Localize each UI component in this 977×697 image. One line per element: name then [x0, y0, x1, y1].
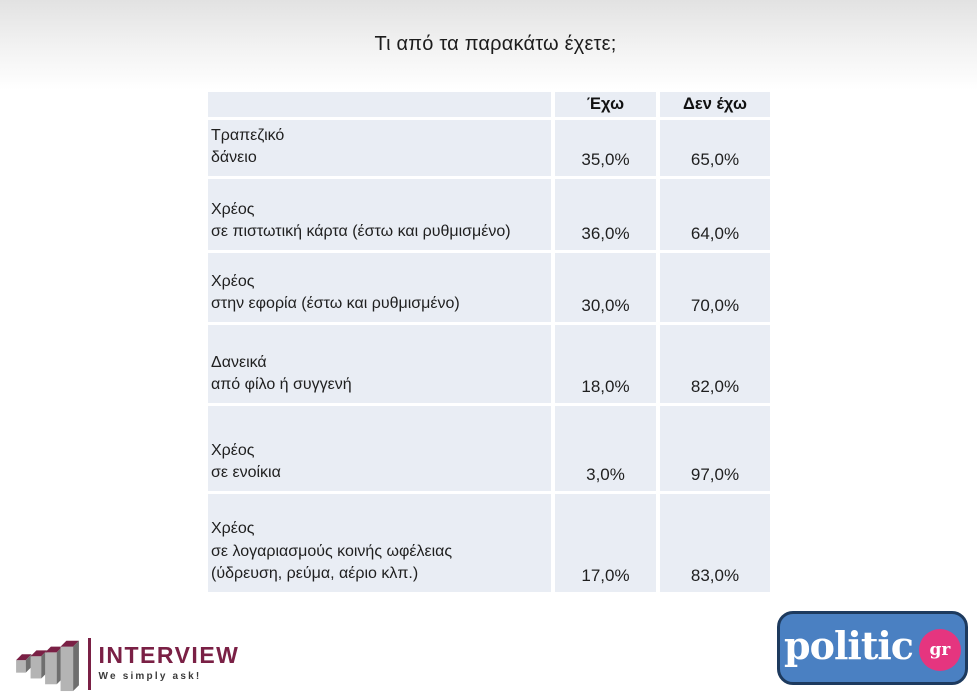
- column-header-not-have: Δεν έχω: [660, 92, 770, 117]
- table-row-label: Δανεικά από φίλο ή συγγενή: [208, 325, 551, 403]
- table-row-value-have: 35,0%: [555, 120, 656, 176]
- gr-badge-label: gr: [929, 639, 951, 660]
- gr-badge: gr: [918, 629, 961, 671]
- politic-wordmark: politic: [784, 623, 914, 668]
- table-row-value-not-have: 64,0%: [660, 179, 770, 250]
- interview-logo: INTERVIEW We simply ask!: [16, 628, 239, 692]
- table-row-value-have: 3,0%: [555, 406, 656, 491]
- table-row-value-not-have: 65,0%: [660, 120, 770, 176]
- table-row-value-not-have: 82,0%: [660, 325, 770, 403]
- page-title: Τι από τα παρακάτω έχετε;: [374, 33, 617, 55]
- survey-table: Έχω Δεν έχω Τραπεζικό δάνειο 35,0% 65,0%…: [208, 92, 770, 592]
- header-empty-cell: [208, 92, 551, 117]
- table-row-value-not-have: 70,0%: [660, 253, 770, 322]
- table-row-value-have: 36,0%: [555, 179, 656, 250]
- table-row-value-not-have: 97,0%: [660, 406, 770, 491]
- column-header-have: Έχω: [555, 92, 656, 117]
- interview-wordmark: INTERVIEW: [98, 642, 240, 668]
- table-row-value-not-have: 83,0%: [660, 494, 770, 592]
- table-row-label: Χρέος στην εφορία (έστω και ρυθμισμένο): [208, 253, 551, 322]
- table-row-label: Χρέος σε λογαριασμούς κοινής ωφέλειας (ύ…: [208, 494, 551, 592]
- top-gradient: [0, 0, 977, 90]
- interview-tagline: We simply ask!: [98, 671, 202, 682]
- table-row-value-have: 18,0%: [555, 325, 656, 403]
- bar-chart-icon: [16, 640, 79, 692]
- table-row-value-have: 30,0%: [555, 253, 656, 322]
- table-row-label: Τραπεζικό δάνειο: [208, 120, 551, 176]
- table-row-value-have: 17,0%: [555, 494, 656, 592]
- table-row-label: Χρέος σε ενοίκια: [208, 406, 551, 491]
- politic-logo: politic gr: [777, 611, 968, 685]
- logo-divider: [88, 638, 91, 690]
- table-row-label: Χρέος σε πιστωτική κάρτα (έστω και ρυθμι…: [208, 179, 551, 250]
